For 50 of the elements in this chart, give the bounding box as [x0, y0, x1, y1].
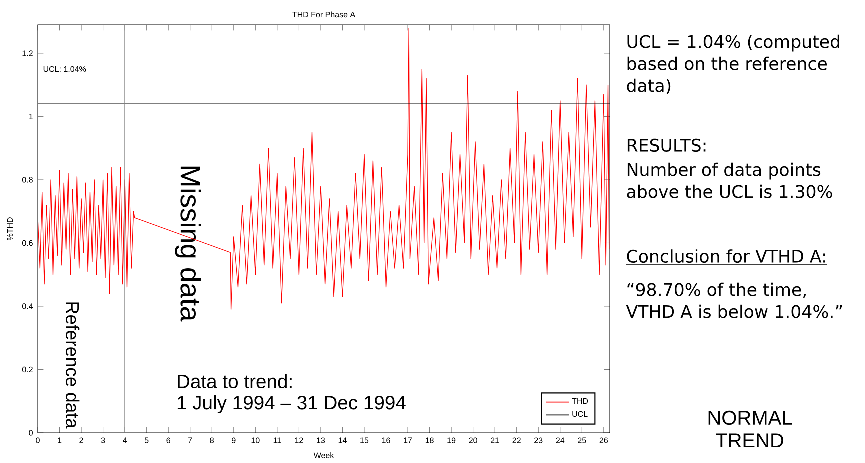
x-tick-label: 11 — [274, 438, 282, 444]
legend-label: UCL — [572, 411, 588, 418]
y-axis-title: %THD — [7, 218, 14, 241]
text: Number of data points above the UCL is 1.30% — [627, 163, 832, 198]
x-tick-label: 7 — [188, 438, 192, 444]
text: Conclusion for VTHD A: — [627, 250, 826, 264]
y-tick-label: 1 — [29, 114, 33, 120]
x-tick-label: 3 — [101, 438, 106, 444]
text: UCL = 1.04% (computed based on the reference data) — [627, 35, 840, 94]
x-tick-label: 6 — [166, 438, 170, 444]
x-tick-label: 9 — [232, 438, 236, 444]
y-tick-label: 0.8 — [22, 177, 33, 183]
x-tick-label: 19 — [448, 438, 456, 444]
x-tick-label: 22 — [512, 438, 521, 444]
text: “98.70% of the time, VTHD A is below 1.04%.” — [626, 283, 842, 318]
annotation: Reference data — [66, 302, 80, 429]
x-tick-label: 15 — [360, 438, 369, 444]
x-tick-label: 5 — [144, 438, 149, 444]
x-tick-label: 21 — [491, 438, 500, 444]
annotation: UCL: 1.04% — [44, 66, 86, 72]
x-tick-label: 14 — [338, 438, 347, 444]
x-tick-label: 26 — [600, 438, 608, 444]
y-tick-label: 0.4 — [22, 304, 34, 310]
x-tick-label: 17 — [404, 438, 412, 444]
annotation: Missing data — [175, 167, 202, 322]
x-tick-label: 20 — [469, 438, 478, 444]
x-tick-label: 13 — [317, 438, 326, 444]
x-tick-label: 2 — [80, 438, 84, 444]
x-tick-label: 8 — [210, 438, 214, 444]
annotation: 1 July 1994 – 31 Dec 1994 — [178, 396, 406, 414]
y-tick-label: 0 — [29, 430, 33, 436]
x-axis-title: Week — [314, 452, 334, 458]
text: NORMAL TREND — [708, 411, 792, 448]
text: RESULTS: — [628, 139, 706, 152]
x-tick-label: 24 — [556, 438, 565, 444]
x-tick-label: 0 — [36, 438, 40, 444]
x-tick-label: 12 — [295, 438, 304, 444]
x-tick-label: 16 — [382, 438, 390, 444]
x-tick-label: 25 — [578, 438, 586, 444]
x-tick-label: 23 — [534, 438, 543, 444]
legend-label: THD — [572, 398, 588, 404]
x-tick-label: 10 — [252, 438, 260, 444]
x-tick-label: 4 — [123, 438, 128, 444]
y-tick-label: 0.6 — [22, 240, 33, 246]
x-tick-label: 1 — [58, 438, 62, 444]
annotation: Data to trend: — [178, 374, 292, 389]
y-tick-label: 1.2 — [22, 50, 33, 56]
chart-title: THD For Phase A — [292, 12, 356, 18]
x-tick-label: 18 — [426, 438, 434, 444]
y-tick-label: 0.2 — [22, 366, 33, 373]
